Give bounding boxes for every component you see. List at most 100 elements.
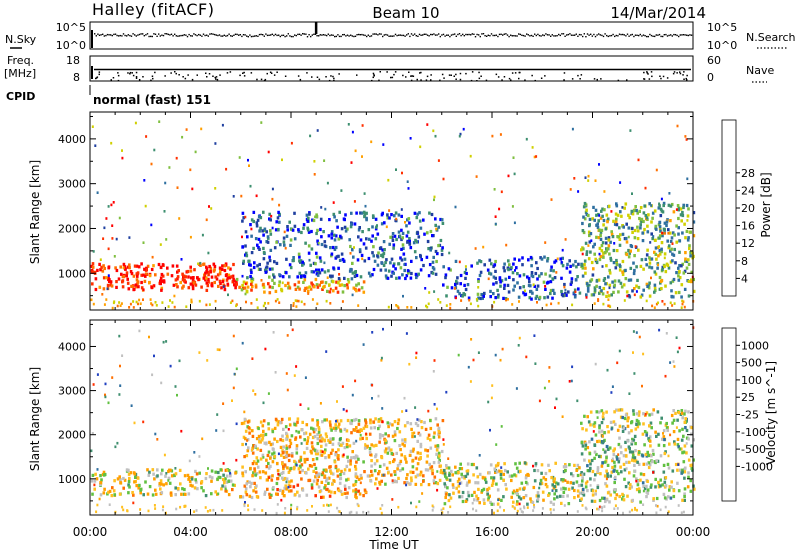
data-cell (671, 304, 674, 307)
data-cell (440, 218, 444, 222)
data-cell (397, 476, 400, 480)
nave-point (686, 79, 688, 81)
data-cell (248, 164, 250, 167)
data-cell (283, 486, 286, 490)
data-cell (685, 259, 689, 263)
data-cell (604, 227, 608, 231)
data-cell (296, 490, 299, 494)
data-cell (332, 201, 335, 204)
nsky-point (546, 34, 549, 36)
data-cell (249, 268, 253, 272)
data-cell (429, 419, 432, 423)
data-cell (167, 469, 170, 474)
data-cell (626, 294, 629, 298)
nave-point (430, 79, 432, 81)
nsky-point (577, 35, 579, 37)
data-cell (642, 352, 645, 356)
data-cell (466, 462, 470, 466)
data-cell (518, 300, 520, 303)
data-cell (614, 422, 617, 426)
data-cell (585, 213, 589, 217)
data-cell (392, 459, 395, 464)
nsky-point (570, 34, 573, 36)
data-cell (245, 300, 247, 304)
data-cell (631, 450, 635, 454)
data-cell (601, 265, 604, 268)
data-cell (605, 469, 608, 473)
data-cell (675, 271, 678, 275)
nave-point (264, 78, 267, 81)
data-cell (538, 399, 541, 403)
data-cell (312, 270, 315, 274)
data-cell (338, 273, 341, 276)
data-cell (593, 499, 597, 503)
data-cell (692, 438, 695, 442)
data-cell (687, 262, 691, 266)
data-cell (679, 207, 683, 211)
data-cell (316, 478, 319, 482)
nave-point (471, 71, 474, 73)
data-cell (295, 463, 298, 467)
data-cell (663, 496, 667, 500)
nsky-point (279, 35, 281, 38)
data-cell (637, 413, 641, 417)
data-cell (127, 491, 130, 495)
data-cell (278, 301, 281, 304)
nave-point (276, 71, 278, 73)
data-cell (601, 207, 604, 211)
data-cell (377, 427, 380, 431)
data-cell (555, 271, 558, 274)
data-cell (642, 211, 646, 215)
data-cell (345, 429, 349, 433)
data-cell (346, 455, 349, 459)
data-cell (529, 497, 532, 501)
data-cell (337, 237, 341, 241)
data-cell (327, 269, 330, 273)
data-cell (664, 423, 668, 427)
data-cell (277, 227, 280, 232)
data-cell (567, 487, 571, 491)
data-cell (335, 255, 339, 259)
data-cell (242, 216, 245, 220)
data-cell (495, 470, 499, 474)
data-cell (336, 225, 339, 229)
data-cell (311, 505, 313, 508)
data-cell (515, 387, 518, 390)
data-cell (155, 304, 158, 307)
data-cell (220, 286, 223, 290)
nsky-point (422, 34, 424, 36)
data-cell (513, 221, 516, 225)
nsky-point (497, 35, 499, 38)
data-cell (599, 254, 603, 259)
nsky-point (612, 33, 614, 36)
data-cell (679, 213, 683, 217)
data-cell (561, 294, 565, 298)
data-cell (255, 484, 258, 488)
data-cell (573, 288, 577, 292)
data-cell (653, 306, 656, 309)
data-cell (159, 279, 162, 283)
data-cell (600, 249, 604, 253)
data-cell (593, 252, 596, 256)
data-cell (586, 469, 590, 473)
data-cell (340, 469, 343, 473)
nsky-point (276, 34, 278, 37)
data-cell (427, 409, 430, 413)
data-cell (301, 488, 305, 492)
data-cell (680, 511, 683, 514)
data-cell (205, 288, 209, 292)
data-cell (378, 424, 381, 428)
data-cell (271, 285, 274, 290)
data-cell (447, 466, 451, 470)
data-cell (380, 213, 384, 217)
nave-point (519, 71, 521, 74)
data-cell (221, 484, 224, 488)
data-cell (457, 490, 461, 494)
data-cell (464, 474, 468, 478)
data-cell (660, 241, 664, 245)
data-cell (274, 228, 278, 232)
data-cell (659, 229, 662, 233)
data-cell (632, 330, 635, 333)
nsky-point (593, 33, 595, 36)
data-cell (440, 252, 444, 257)
